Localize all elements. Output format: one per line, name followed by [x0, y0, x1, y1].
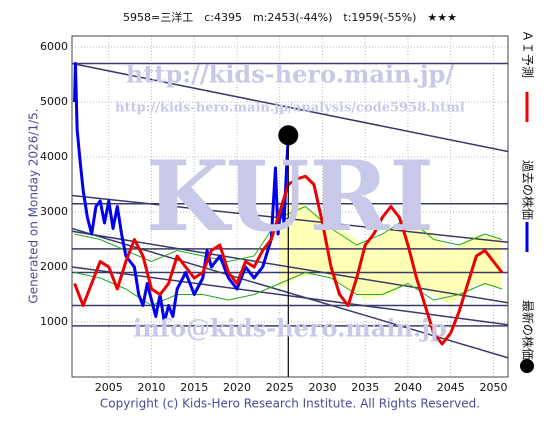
watermark: info@kids-hero.main.jp [133, 314, 447, 343]
x-tick-label: 2030 [308, 381, 336, 394]
x-tick-label: 2020 [223, 381, 251, 394]
x-tick-label: 2040 [394, 381, 422, 394]
plot-area [72, 36, 508, 377]
y-axis-label: Generated on Monday 2026/1/5. [27, 108, 41, 303]
trend-line [72, 194, 508, 243]
trend-line [72, 230, 508, 304]
y-tick-label: 3000 [40, 205, 68, 218]
chart-title: 5958=三洋工 c:4395 m:2453(-44%) t:1959(-55%… [123, 10, 457, 24]
trend-line [72, 266, 508, 326]
watermark: KURI [146, 140, 434, 253]
y-tick-label: 6000 [40, 40, 68, 53]
legend-swatch [520, 359, 534, 373]
y-tick-label: 4000 [40, 150, 68, 163]
trend-line [72, 62, 508, 153]
y-tick-label: 2000 [40, 260, 68, 273]
legend-label: ＡＩ予測 [521, 30, 535, 78]
legend-label: 過去の株価 [521, 160, 536, 220]
x-tick-label: 2035 [351, 381, 379, 394]
series-line [74, 206, 503, 262]
series-line [73, 62, 290, 324]
latest-dot [278, 125, 299, 146]
x-tick-label: 2005 [95, 381, 123, 394]
series-line [74, 272, 503, 306]
watermark: http://kids-hero.main.jp/analysis/code59… [115, 101, 465, 116]
y-tick-label: 5000 [40, 95, 68, 108]
y-tick-label: 1000 [40, 315, 68, 328]
x-tick-label: 2010 [138, 381, 166, 394]
x-tick-label: 2045 [437, 381, 465, 394]
plot-frame [71, 35, 509, 378]
legend-label: 最新の株価 [521, 300, 536, 360]
footer: Copyright (c) Kids-Hero Research Institu… [100, 397, 480, 411]
x-tick-label: 2050 [479, 381, 507, 394]
x-tick-label: 2025 [266, 381, 294, 394]
x-tick-label: 2015 [180, 381, 208, 394]
watermark: http://kids-hero.main.jp/ [126, 60, 454, 89]
